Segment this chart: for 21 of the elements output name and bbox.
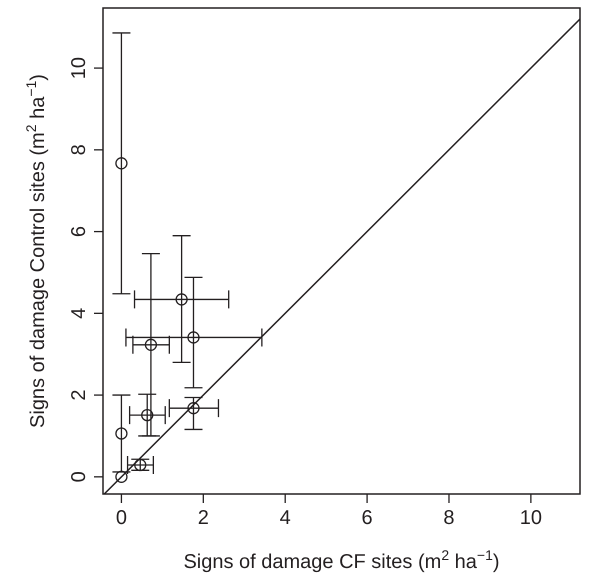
y-tick-label: 4 — [68, 308, 90, 319]
point — [115, 157, 128, 170]
point — [141, 408, 154, 422]
y-tick-label: 8 — [68, 144, 90, 156]
x-tick-label: 2 — [198, 507, 209, 529]
y-tick-label: 0 — [68, 471, 90, 482]
point — [115, 470, 128, 483]
y-tick-label: 6 — [68, 226, 90, 238]
x-axis-title: Signs of damage CF sites (m$^{2}$ ha$^{−1}$) — [183, 547, 500, 573]
point — [115, 427, 128, 440]
x-tick-label: 10 — [520, 507, 542, 529]
point — [187, 402, 200, 414]
x-tick-label: 4 — [280, 507, 291, 529]
y-tick-label: 2 — [68, 390, 90, 401]
x-tick-label: 6 — [362, 507, 373, 529]
point — [144, 338, 158, 351]
x-tick-label: 8 — [443, 507, 455, 529]
y-tick-label: 10 — [68, 56, 90, 80]
x-tick-label: 0 — [116, 507, 127, 529]
point — [175, 293, 188, 306]
point — [187, 331, 200, 344]
